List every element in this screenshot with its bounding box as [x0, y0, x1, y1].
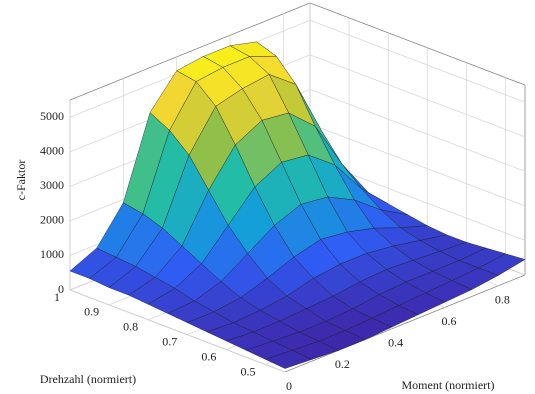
z-tick-label: 0 [58, 282, 64, 296]
z-tick-label: 3000 [40, 178, 64, 192]
y-tick-label: 0.7 [162, 334, 177, 348]
x-tick-label: 0.4 [388, 336, 403, 350]
surface-patch [264, 350, 313, 369]
x-tick-label: 0.8 [495, 293, 510, 307]
y-tick-label: 0.5 [240, 364, 255, 378]
y-axis-title: Drehzahl (normiert) [40, 372, 136, 386]
z-tick-label: 1000 [40, 247, 64, 261]
z-tick-label: 4000 [40, 144, 64, 158]
grid-line [309, 88, 526, 172]
y-tick-label: 0.9 [84, 305, 99, 319]
grid-line [309, 123, 526, 207]
z-axis-title: c-Faktor [14, 160, 28, 201]
x-axis-title: Moment (normiert) [402, 378, 495, 392]
x-tick-label: 0 [286, 379, 292, 393]
y-tick-label: 0.6 [201, 349, 216, 363]
y-tick-label: 1 [54, 290, 60, 304]
axis-box [309, 2, 526, 86]
grid-line [309, 19, 526, 103]
axis-box [284, 274, 526, 373]
grid-line [309, 54, 526, 138]
y-tick-label: 0.8 [123, 320, 138, 334]
axis-box [69, 2, 311, 101]
x-tick-label: 0.2 [335, 357, 350, 371]
z-tick-label: 2000 [40, 213, 64, 227]
x-tick-label: 0.6 [442, 314, 457, 328]
z-tick-label: 5000 [40, 109, 64, 123]
grid-line [69, 289, 286, 373]
